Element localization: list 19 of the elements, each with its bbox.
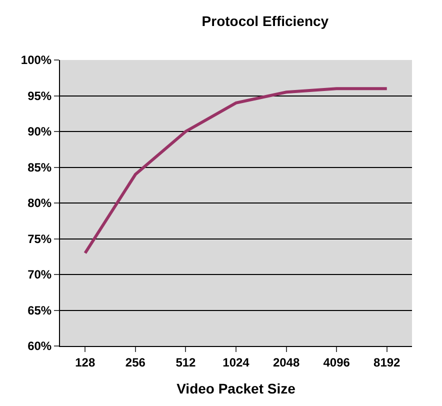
x-axis-title: Video Packet Size	[176, 380, 296, 397]
y-tick-label: 80%	[28, 196, 52, 210]
x-tick-label: 256	[125, 355, 146, 370]
x-tick-label: 2048	[272, 355, 300, 370]
chart-title: Protocol Efficiency	[202, 13, 329, 30]
y-tick-label: 100%	[20, 53, 52, 68]
x-tick-label: 512	[176, 355, 196, 370]
y-tick-label: 95%	[28, 88, 52, 103]
x-tick-label: 1024	[222, 355, 250, 370]
y-tick-label: 70%	[28, 268, 52, 282]
y-tick-label: 85%	[28, 160, 52, 174]
y-tick-label: 90%	[28, 124, 52, 139]
y-tick-label: 75%	[28, 232, 52, 246]
x-tick-label: 128	[75, 355, 96, 370]
x-tick-label: 8192	[374, 355, 401, 370]
line-series	[84, 87, 388, 255]
y-tick-label: 60%	[28, 339, 52, 354]
x-tick-label: 4096	[323, 355, 350, 370]
y-tick-label: 65%	[28, 303, 52, 318]
